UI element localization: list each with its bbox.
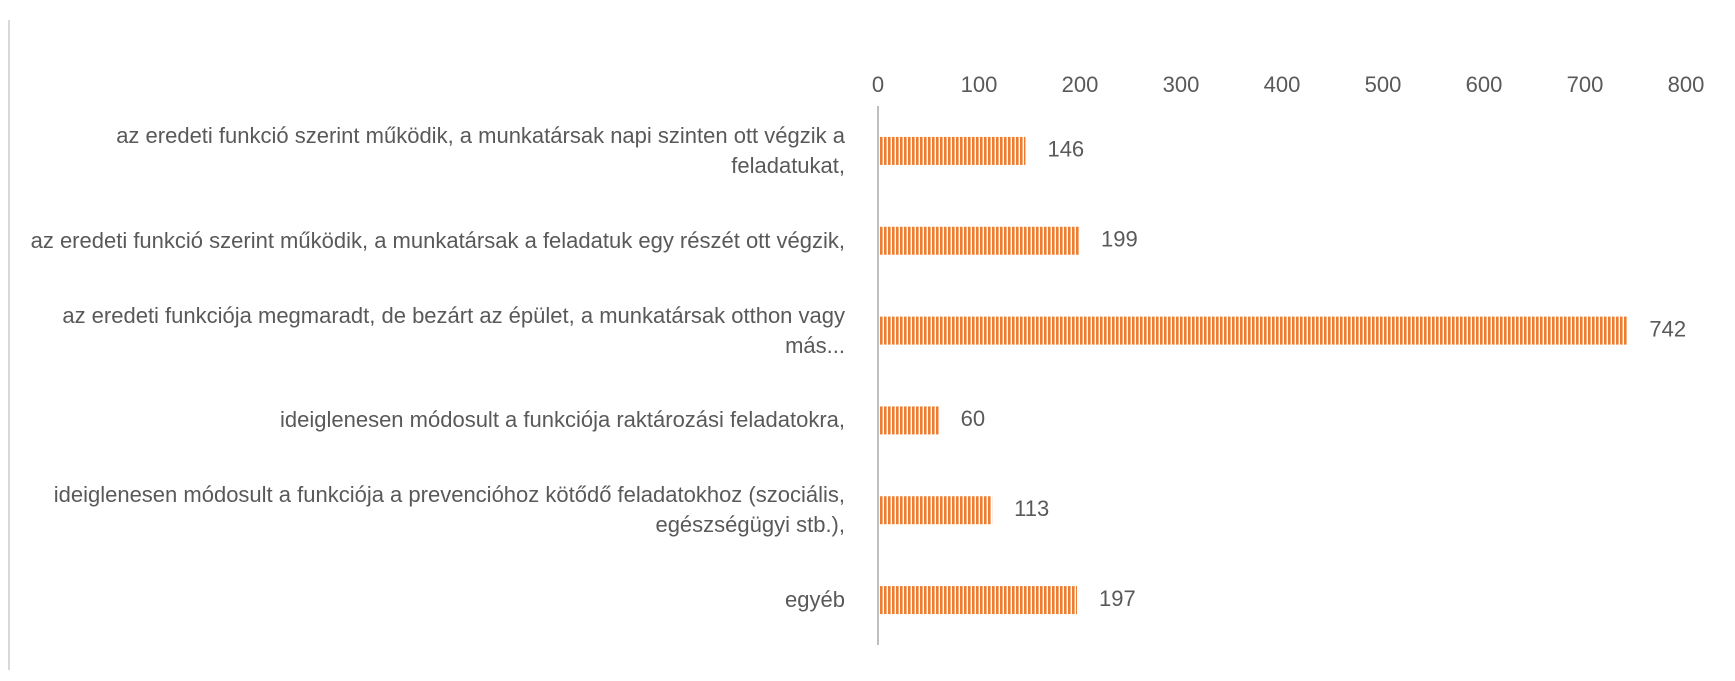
data-label: 146 (1047, 137, 1084, 162)
data-label: 197 (1099, 586, 1136, 611)
x-tick-label: 500 (1365, 72, 1402, 97)
x-tick-label: 300 (1163, 72, 1200, 97)
y-tick-label: az eredeti funkció szerint működik, a mu… (30, 227, 845, 253)
x-tick-label: 400 (1264, 72, 1301, 97)
x-tick-label: 800 (1668, 72, 1705, 97)
bar (878, 496, 993, 525)
bar (878, 136, 1026, 165)
data-label: 742 (1649, 316, 1686, 341)
data-label: 60 (961, 406, 985, 431)
y-tick-label: az eredeti funkciója megmaradt, de bezár… (62, 302, 845, 358)
x-tick-label: 200 (1062, 72, 1099, 97)
x-tick-label: 600 (1466, 72, 1503, 97)
y-tick-label: az eredeti funkció szerint működik, a mu… (116, 122, 845, 178)
data-label: 113 (1014, 496, 1049, 521)
bar (878, 406, 939, 435)
bar (878, 226, 1079, 255)
bar (878, 316, 1628, 345)
x-tick-label: 700 (1567, 72, 1604, 97)
y-tick-label: ideiglenesen módosult a funkciója raktár… (280, 407, 845, 433)
data-label: 199 (1101, 227, 1138, 252)
bar (878, 586, 1077, 615)
y-tick-label: ideiglenesen módosult a funkciója a prev… (53, 482, 845, 538)
y-tick-label: egyéb (785, 587, 845, 613)
x-tick-label: 0 (872, 72, 884, 97)
x-tick-label: 100 (961, 72, 998, 97)
